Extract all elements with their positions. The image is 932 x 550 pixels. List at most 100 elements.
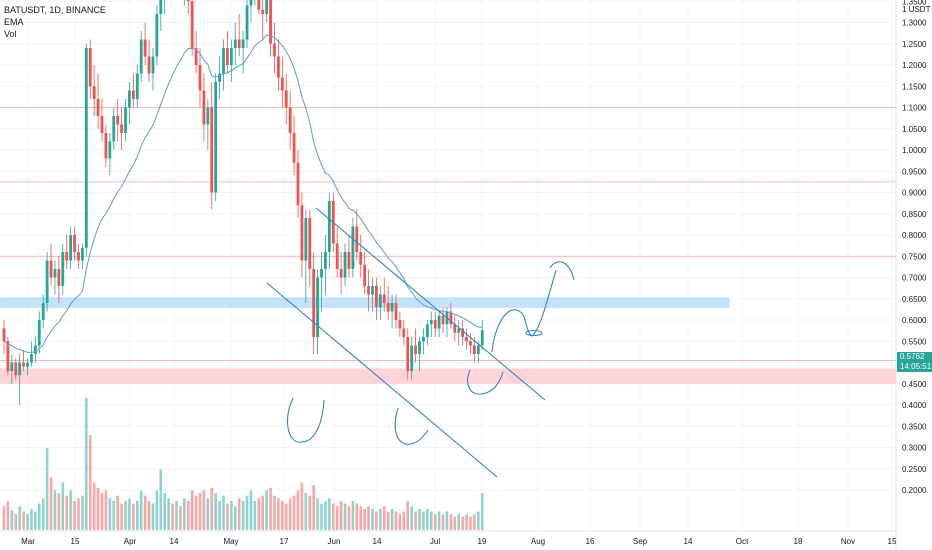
support-zone <box>0 368 896 384</box>
price-tick-label: 1.3500 <box>902 0 927 6</box>
price-zones <box>0 297 896 384</box>
volume-bar <box>132 503 135 530</box>
volume-bar <box>26 514 29 530</box>
candle-body <box>418 341 421 354</box>
candle-body <box>237 39 241 48</box>
candle-body <box>81 247 84 261</box>
volume-bar <box>253 500 257 530</box>
candle-body <box>457 328 461 333</box>
trend-drawings <box>266 207 575 478</box>
volume-bar <box>249 490 253 530</box>
price-axis-currency: 1 USDT <box>902 5 931 14</box>
head-curve <box>394 407 429 445</box>
candle-body <box>96 99 100 116</box>
volume-bar <box>273 495 276 530</box>
symbol-title[interactable]: BATUSDT, 1D, BINANCE <box>4 5 106 15</box>
candle-body <box>280 77 284 91</box>
resistance-zone <box>0 297 730 308</box>
price-tick-label: 1.1500 <box>902 82 927 91</box>
volume-bar <box>453 516 457 530</box>
candle-body <box>422 337 425 342</box>
candle-body <box>26 362 29 367</box>
volume-bar <box>261 495 265 530</box>
time-tick-label: 15 <box>888 537 897 546</box>
volume-bar <box>155 490 159 530</box>
volume-bar <box>230 500 233 530</box>
volume-bar <box>85 398 88 530</box>
time-tick-label: Jun <box>328 537 341 546</box>
time-tick-label: 14 <box>373 537 382 546</box>
volume-bar <box>198 493 202 530</box>
volume-indicator-label[interactable]: Vol <box>4 29 17 39</box>
volume-bar <box>457 514 461 530</box>
price-tick-label: 0.2000 <box>902 486 927 495</box>
price-tick-label: 0.2500 <box>902 465 927 474</box>
breakout-circle <box>525 329 543 337</box>
volume-bar <box>202 490 206 530</box>
volume-bar <box>186 500 190 530</box>
volume-bar <box>128 498 131 530</box>
candle-body <box>206 107 210 125</box>
price-tick-label: 0.8500 <box>902 210 927 219</box>
candle-body <box>402 328 406 337</box>
candle-body <box>73 235 76 252</box>
volume-bar <box>367 506 370 530</box>
price-tick-label: 0.9500 <box>902 167 927 176</box>
volume-bar <box>73 500 76 530</box>
volume-bar <box>394 511 398 530</box>
volume-bar <box>65 495 69 530</box>
time-tick-label: Nov <box>841 537 855 546</box>
candle-body <box>10 362 14 371</box>
candle-body <box>65 252 69 261</box>
price-tick-label: 1.2000 <box>902 61 927 70</box>
candle-body <box>476 345 480 354</box>
volume-bar <box>418 508 421 530</box>
candle-body <box>265 0 269 14</box>
volume-bar <box>61 482 65 530</box>
horizontal-lines <box>0 107 896 361</box>
volume-bar <box>175 500 178 530</box>
candle-body <box>249 0 253 6</box>
projection-arrow-head <box>549 261 575 281</box>
volume-bar <box>328 498 331 530</box>
volume-bar <box>257 498 261 530</box>
candle-body <box>433 320 437 329</box>
price-tick-label: 0.5500 <box>902 337 927 346</box>
volume-bar <box>53 490 57 530</box>
candle-body <box>6 341 10 371</box>
volume-bar <box>45 448 49 530</box>
volume-bar <box>379 508 382 530</box>
candle-body <box>57 269 61 286</box>
volume-bar <box>14 514 18 530</box>
candle-body <box>441 315 445 325</box>
volume-bar <box>171 503 174 530</box>
candle-body <box>53 269 57 278</box>
volume-bar <box>312 485 315 530</box>
candle-body <box>351 226 355 269</box>
volume-bar <box>124 500 127 530</box>
candle-body <box>202 90 206 125</box>
price-tick-label: 0.7000 <box>902 274 927 283</box>
candle-body <box>100 116 104 133</box>
volume-bar <box>347 506 351 530</box>
candle-body <box>375 286 378 308</box>
volume-bar <box>363 508 366 530</box>
volume-bar <box>49 477 53 530</box>
volume-bar <box>284 503 288 530</box>
candle-body <box>214 82 218 193</box>
time-axis[interactable]: Mar 15 Apr 14 May 17 Jun 14 Jul 19 Aug 16 Sep 14 Oct 18… <box>21 537 897 546</box>
ema-indicator-label[interactable]: EMA <box>4 17 24 27</box>
candle-body <box>480 330 484 346</box>
volume-bar <box>222 495 225 530</box>
candle-body <box>194 48 198 65</box>
candle-body <box>304 218 308 261</box>
volume-bar <box>480 493 484 530</box>
volume-bar <box>135 500 139 530</box>
candle-body <box>461 328 465 337</box>
volume-bar <box>359 506 363 530</box>
candle-body <box>312 269 316 337</box>
volume-bar <box>104 490 108 530</box>
candle-body <box>473 345 476 354</box>
